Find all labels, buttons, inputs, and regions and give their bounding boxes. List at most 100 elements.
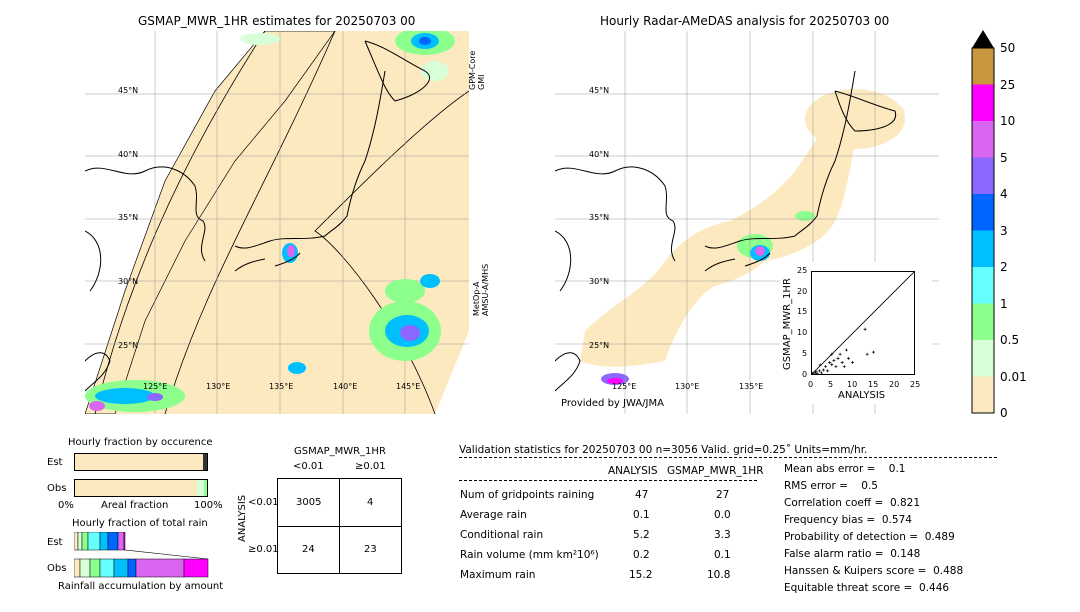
validation-header: Validation statistics for 20250703 00 n=…: [459, 444, 868, 456]
colorbar-label: 0.5: [1000, 333, 1020, 347]
right-map-title: Hourly Radar-AMeDAS analysis for 2025070…: [600, 14, 890, 28]
validation-row-label: Average rain: [460, 509, 527, 521]
left-lat-label: 35°N: [118, 213, 139, 222]
left-lat-label: 30°N: [118, 277, 139, 286]
contingency-cell: 24: [302, 544, 315, 555]
validation-row-gsmap: 3.3: [714, 529, 731, 541]
occurrence-x-label: Areal fraction: [101, 500, 169, 511]
left-lon-label: 135°E: [269, 382, 294, 391]
right-lat-label: 30°N: [589, 277, 610, 286]
colorbar-label: 3: [1000, 223, 1008, 238]
occurrence-title: Hourly fraction by occurence: [68, 437, 213, 448]
scatter-xtick: 25: [910, 380, 921, 389]
scatter-point: [840, 361, 844, 365]
validation-subdivider: [459, 480, 757, 481]
right-lat-label: 45°N: [589, 86, 610, 95]
right-lon-label: 130°E: [675, 382, 700, 391]
scatter-ytick: 20: [797, 287, 808, 296]
left-lon-label: 140°E: [333, 382, 358, 391]
swath-label-metop: MetOp-A AMSU-A/MHS: [472, 263, 490, 316]
colorbar-label: 25: [1000, 77, 1016, 92]
validation-row-gsmap: 0.0: [714, 509, 731, 521]
total-rain-est-label: Est: [47, 537, 63, 548]
scatter-xtick: 0: [808, 380, 814, 389]
contingency-row-label: ≥0.01: [248, 544, 279, 555]
score-line: Mean abs error = 0.1: [784, 463, 906, 475]
scatter-ytick: 10: [797, 328, 808, 337]
validation-row-analysis: 15.2: [629, 569, 653, 581]
score-line: False alarm ratio = 0.148: [784, 548, 921, 560]
contingency-col-label: ≥0.01: [355, 461, 386, 472]
colorbar: [971, 30, 995, 414]
scatter-ytick: 15: [797, 307, 808, 316]
scatter-diagonal: [811, 271, 915, 375]
swath-label-gpm: GPM-Core GMI: [468, 50, 486, 90]
contingency-row-label: <0.01: [248, 497, 279, 508]
validation-row-label: Maximum rain: [460, 569, 536, 581]
scatter-point: [815, 372, 819, 375]
validation-divider: [459, 457, 997, 458]
occurrence-obs-bar: [74, 479, 208, 497]
left-map-title: GSMAP_MWR_1HR estimates for 20250703 00: [138, 14, 416, 28]
colorbar-segment: [972, 157, 994, 194]
colorbar-segment: [972, 303, 994, 340]
colorbar-label: 10: [1000, 114, 1016, 128]
provider-credit: Provided by JWA/JMA: [561, 398, 664, 409]
colorbar-extend-triangle: [972, 30, 994, 48]
left-lon-label: 130°E: [206, 382, 231, 391]
right-lat-label: 40°N: [589, 150, 610, 159]
validation-row-gsmap: 27: [716, 489, 730, 501]
scatter-point: [824, 365, 828, 369]
contingency-cell: 23: [364, 544, 377, 555]
score-line: Equitable threat score = 0.446: [784, 582, 950, 594]
scatter-point: [830, 363, 834, 367]
validation-row-analysis: 0.2: [633, 549, 650, 561]
scatter-xtick: 15: [868, 380, 879, 389]
colorbar-segment: [972, 267, 994, 304]
colorbar-label: 0: [1000, 406, 1008, 420]
colorbar-segment: [972, 48, 994, 85]
validation-row-analysis: 0.1: [633, 509, 650, 521]
scatter-point: [844, 348, 848, 352]
scatter-plot: [811, 271, 915, 375]
scatter-xlabel: ANALYSIS: [838, 390, 886, 401]
occurrence-x-min: 0%: [58, 500, 74, 511]
score-line: Hanssen & Kuipers score = 0.488: [784, 565, 964, 577]
validation-row-analysis: 5.2: [633, 529, 650, 541]
scatter-ytick: 25: [797, 266, 808, 275]
colorbar-label: 2: [1000, 260, 1008, 274]
left-lon-label: 145°E: [396, 382, 421, 391]
scatter-xtick: 5: [828, 380, 834, 389]
left-map: [85, 31, 469, 414]
validation-row-gsmap: 10.8: [707, 569, 731, 581]
contingency-cell: 4: [367, 497, 374, 508]
colorbar-frame: [971, 47, 995, 414]
scatter-point: [838, 352, 842, 356]
scatter-point: [830, 352, 834, 356]
scatter-ytick: 0: [802, 370, 808, 379]
score-line: RMS error = 0.5: [784, 480, 878, 492]
validation-row-label: Num of gridpoints raining: [460, 489, 595, 501]
left-lat-label: 25°N: [118, 341, 139, 350]
scatter-point: [834, 365, 838, 369]
score-line: Frequency bias = 0.574: [784, 514, 912, 526]
scatter-ytick: 5: [802, 349, 808, 358]
occurrence-x-max: 100%: [194, 500, 223, 511]
scatter-point: [819, 371, 823, 375]
scatter-point: [842, 365, 846, 369]
scatter-point: [817, 369, 821, 373]
scatter-xtick: 20: [889, 380, 900, 389]
validation-row-analysis: 47: [635, 489, 649, 501]
scatter-point: [818, 363, 822, 367]
right-lat-label: 35°N: [589, 213, 610, 222]
colorbar-segment: [972, 194, 994, 231]
colorbar-label: 5: [1000, 150, 1008, 165]
validation-col-gsmap: GSMAP_MWR_1HR: [667, 465, 764, 477]
scatter-point: [814, 370, 818, 374]
occurrence-est-bar: [74, 453, 208, 471]
colorbar-label: 1: [1000, 296, 1008, 311]
occurrence-obs-label: Obs: [47, 483, 67, 494]
scatter-xtick: 10: [847, 380, 858, 389]
scatter-point: [836, 356, 840, 360]
colorbar-segment: [972, 84, 994, 121]
